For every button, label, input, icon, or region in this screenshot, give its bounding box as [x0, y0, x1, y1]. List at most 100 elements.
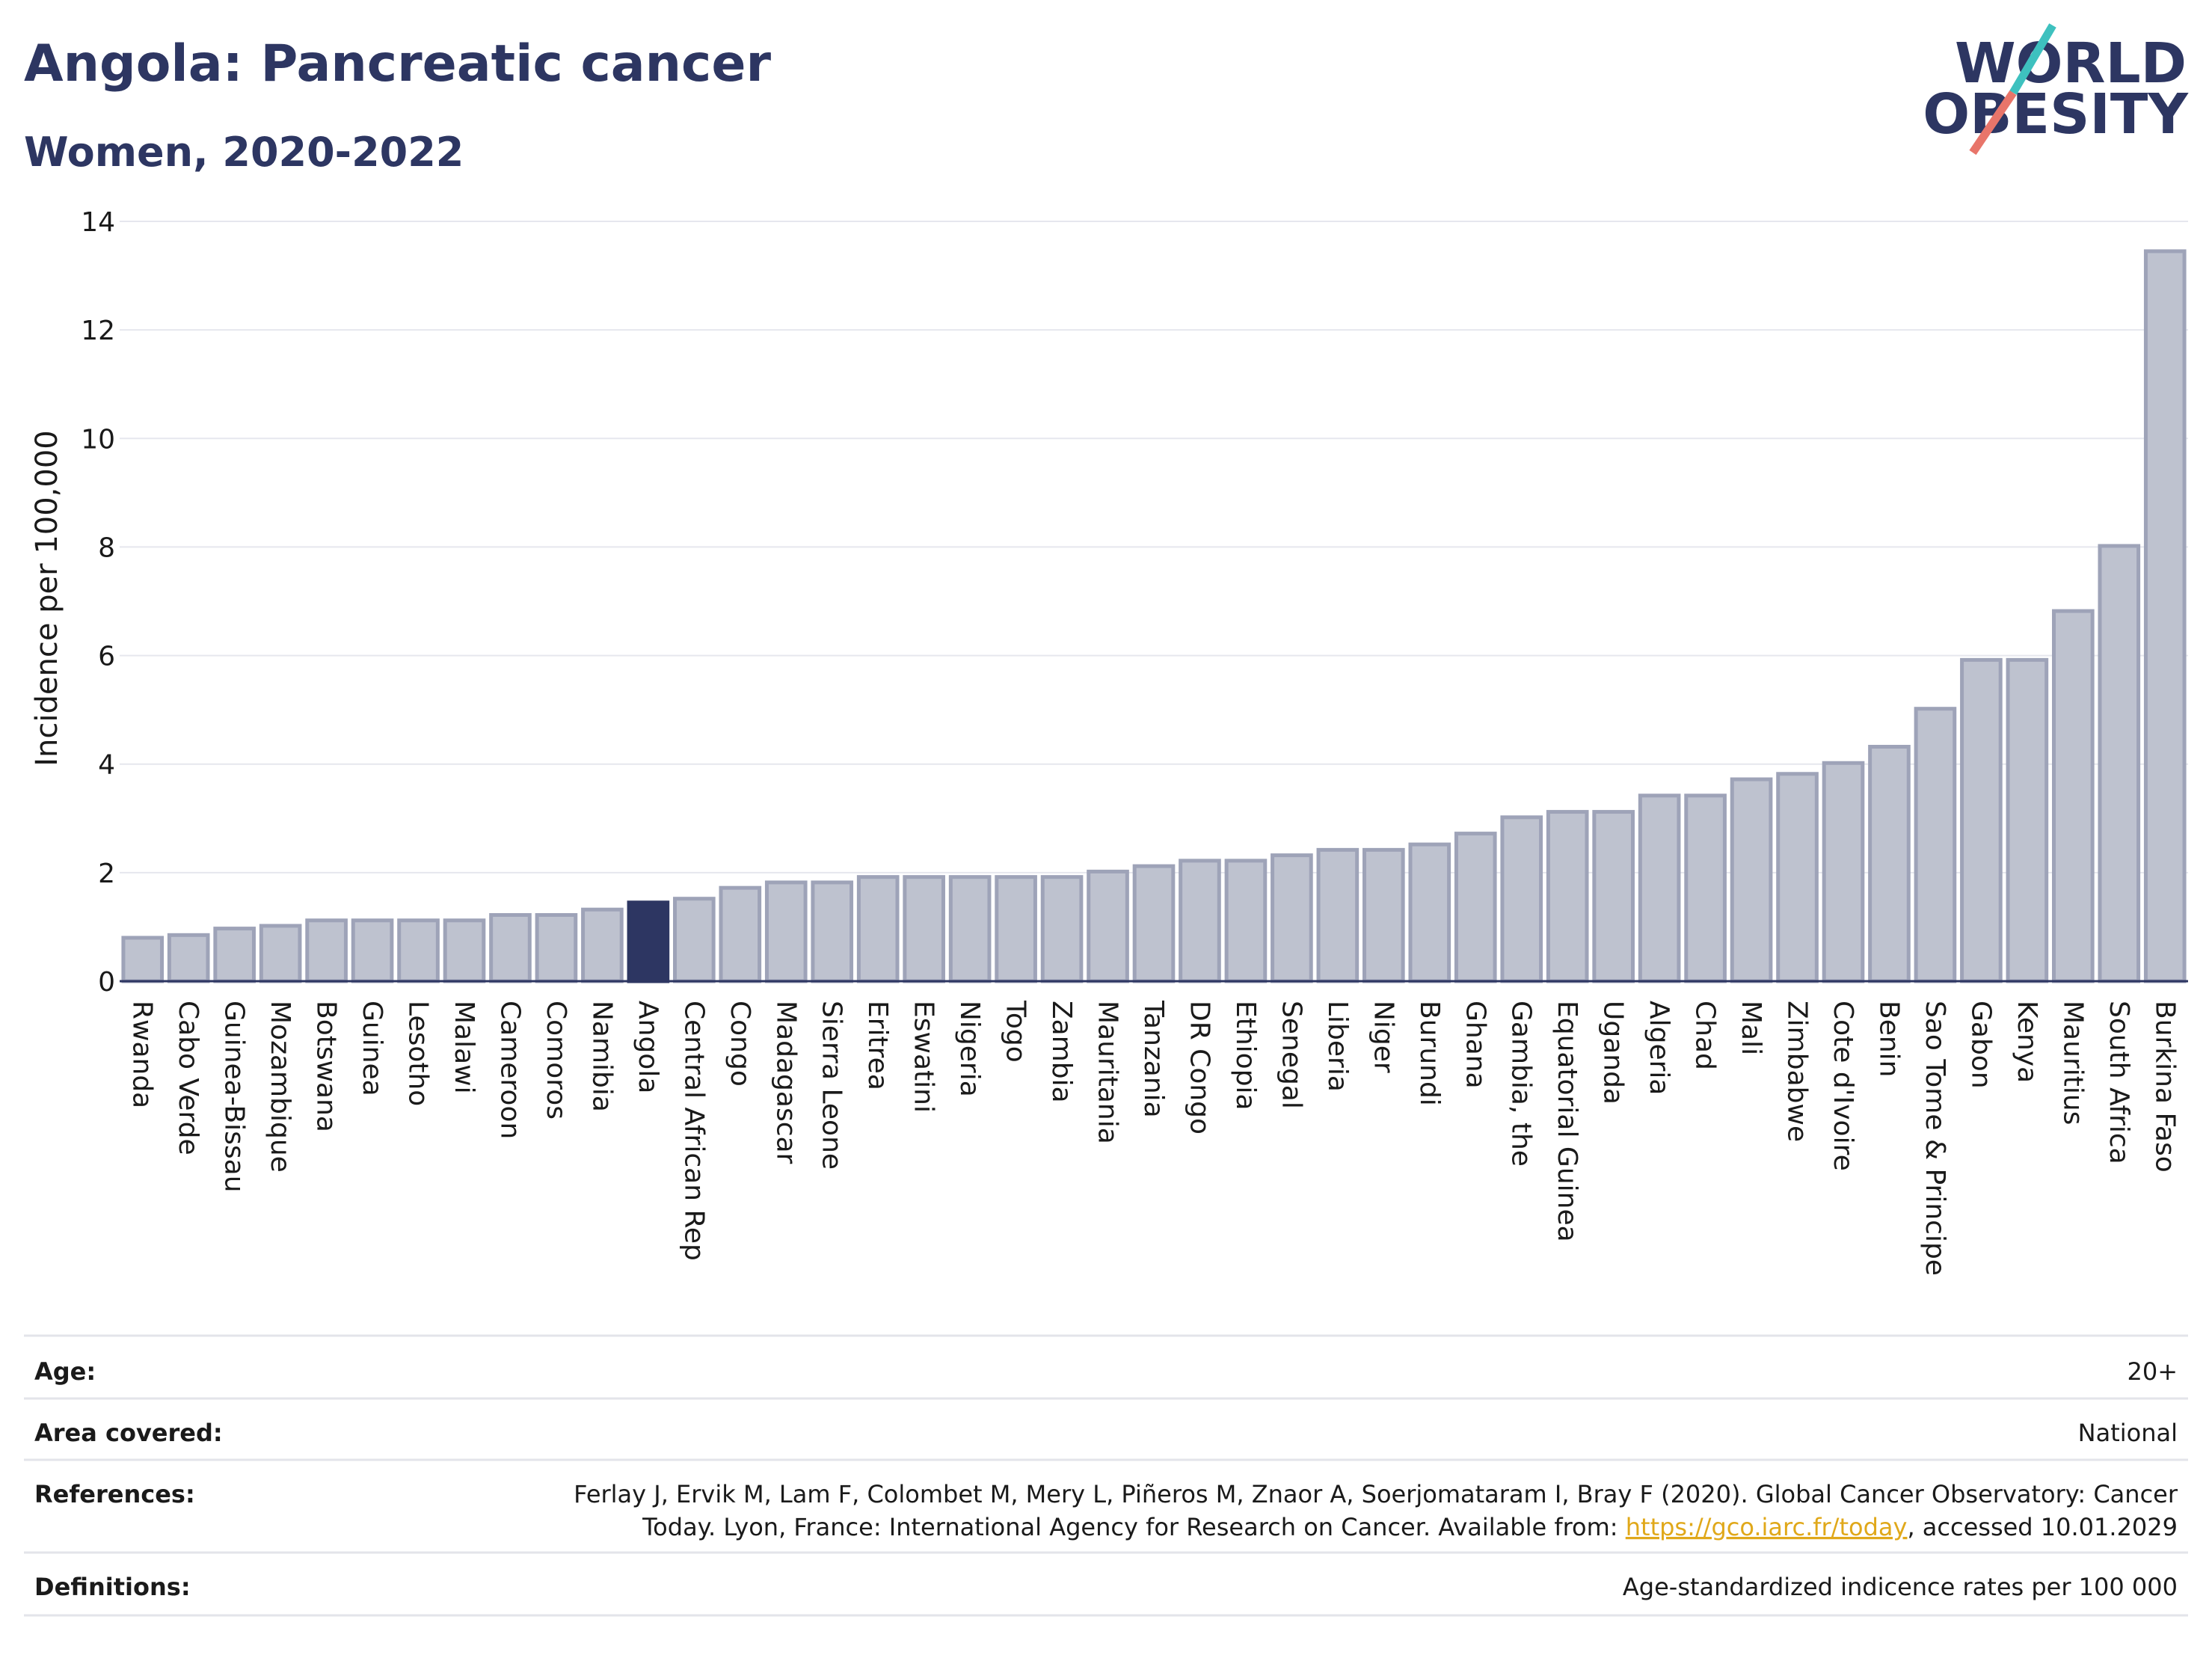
bar — [2098, 544, 2141, 983]
world-obesity-logo: WORLD OBESITY — [1923, 23, 2189, 156]
bar — [1822, 761, 1865, 983]
bar — [443, 918, 486, 983]
bar — [811, 880, 854, 983]
x-tick-label: Chad — [1690, 1001, 1721, 1070]
x-tick-label: Sierra Leone — [817, 1001, 847, 1170]
area-key: Area covered: — [34, 1419, 223, 1447]
bar — [1271, 853, 1313, 983]
x-tick-label: Malawi — [449, 1001, 479, 1094]
y-tick-label: 8 — [98, 532, 115, 563]
y-axis-label: Incidence per 100,000 — [30, 430, 64, 767]
bar — [1914, 707, 1957, 983]
x-tick-label: Central African Rep — [678, 1001, 709, 1261]
bar — [397, 918, 440, 983]
area-value: National — [2078, 1419, 2178, 1447]
y-tick-label: 12 — [81, 316, 115, 346]
y-tick-label: 2 — [98, 859, 115, 889]
x-tick-label: DR Congo — [1184, 1001, 1214, 1134]
x-tick-label: Comoros — [541, 1001, 571, 1120]
x-tick-label: Burundi — [1414, 1001, 1445, 1106]
x-tick-label: Guinea-Bissau — [219, 1001, 250, 1193]
logo-word-obesity: OBESITY — [1923, 82, 2189, 147]
y-tick-label: 10 — [81, 424, 115, 455]
age-value: 20+ — [2127, 1357, 2178, 1386]
x-tick-label: Ghana — [1460, 1001, 1490, 1089]
references-line-2-pre: Today. Lyon, France: International Agenc… — [642, 1513, 1626, 1541]
bar — [213, 927, 256, 983]
references-key: References: — [34, 1480, 195, 1508]
x-tick-label: Zambia — [1046, 1001, 1077, 1103]
bar — [305, 918, 348, 983]
bar — [764, 880, 808, 983]
x-tick-label: Algeria — [1644, 1001, 1674, 1096]
x-tick-label: Cabo Verde — [173, 1001, 203, 1155]
x-tick-label: Eritrea — [862, 1001, 893, 1090]
x-tick-label: South Africa — [2104, 1001, 2134, 1164]
bar — [535, 912, 578, 983]
x-tick-label: Sao Tome & Principe — [1920, 1001, 1950, 1276]
x-tick-label: Botswana — [311, 1001, 342, 1132]
x-tick-label: Togo — [1001, 1000, 1031, 1063]
x-tick-label: Equatorial Guinea — [1552, 1001, 1582, 1242]
bar — [1132, 864, 1176, 983]
bar — [581, 907, 624, 983]
x-axis-categories: Rwanda Cabo Verde Guinea-Bissau Mozambique B… — [127, 1000, 2181, 1276]
x-tick-label: Gabon — [1965, 1001, 1996, 1089]
x-tick-label: Lesotho — [403, 1001, 434, 1106]
bar — [2143, 249, 2187, 983]
x-tick-label: Guinea — [357, 1001, 387, 1096]
y-tick-label: 14 — [81, 207, 115, 238]
references-line-2-post: , accessed 10.01.2029 — [1907, 1513, 2178, 1541]
bar — [903, 875, 945, 983]
x-tick-label: Mali — [1736, 1001, 1766, 1055]
bar — [489, 912, 532, 983]
x-tick-label: Congo — [725, 1001, 755, 1087]
x-tick-label: Cameroon — [494, 1001, 525, 1139]
references-line-2: Today. Lyon, France: International Agenc… — [642, 1513, 2178, 1541]
bar — [1730, 777, 1773, 983]
bar — [856, 875, 900, 983]
bar — [1362, 847, 1405, 983]
x-tick-label: Nigeria — [954, 1001, 985, 1097]
x-tick-label: Burkina Faso — [2149, 1001, 2180, 1173]
bar-highlight — [627, 900, 670, 983]
definitions-value: Age-standardized indicence rates per 100… — [1623, 1573, 2178, 1601]
y-tick-label: 6 — [98, 642, 115, 672]
references-link[interactable]: https://gco.iarc.fr/today — [1626, 1513, 1908, 1541]
chart-title: Angola: Pancreatic cancer — [24, 34, 771, 93]
info-table: Age: 20+ Area covered: National Referenc… — [24, 1334, 2188, 1617]
bar — [351, 918, 394, 983]
x-tick-label: Mauritania — [1093, 1001, 1123, 1144]
y-tick-label: 4 — [98, 750, 115, 781]
bar — [1040, 875, 1084, 983]
x-tick-label: Mauritius — [2057, 1001, 2088, 1125]
age-key: Age: — [34, 1357, 96, 1386]
logo-slash-teal — [2009, 23, 2056, 95]
x-tick-label: Mozambique — [265, 1001, 295, 1173]
x-tick-label: Gambia, the — [1506, 1001, 1537, 1167]
x-tick-label: Senegal — [1276, 1001, 1306, 1109]
x-tick-label: Eswatini — [909, 1001, 939, 1113]
bar — [1638, 793, 1681, 983]
bar — [1868, 744, 1911, 983]
bar — [1500, 815, 1543, 983]
bar — [1546, 810, 1589, 983]
bar — [995, 875, 1037, 983]
x-tick-label: Rwanda — [127, 1001, 158, 1108]
y-axis-ticks: 0 2 4 6 8 10 12 14 — [81, 207, 115, 998]
bar — [1592, 810, 1635, 983]
bar — [259, 924, 302, 983]
references-line-1: Ferlay J, Ervik M, Lam F, Colombet M, Me… — [574, 1480, 2178, 1508]
x-tick-label: Tanzania — [1138, 1000, 1169, 1118]
bars — [121, 249, 2187, 983]
bar — [2006, 657, 2049, 983]
bar — [1316, 847, 1360, 983]
bar — [1684, 793, 1727, 983]
x-tick-label: Ethiopia — [1230, 1001, 1261, 1111]
x-tick-label: Kenya — [2012, 1001, 2042, 1083]
bar — [121, 936, 165, 983]
x-tick-label: Madagascar — [770, 1001, 801, 1164]
bar — [719, 885, 762, 983]
x-tick-label: Niger — [1368, 1001, 1398, 1073]
